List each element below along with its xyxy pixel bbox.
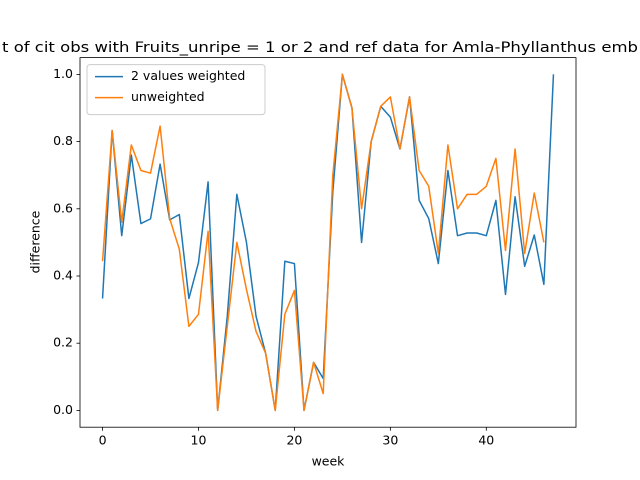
legend-label: unweighted bbox=[131, 89, 205, 104]
x-tick-label: 40 bbox=[478, 433, 494, 448]
y-tick-label: 0.2 bbox=[53, 335, 73, 350]
chart-title: t of cit obs with Fruits_unripe = 1 or 2… bbox=[2, 40, 638, 56]
x-tick-label: 0 bbox=[99, 433, 107, 448]
y-tick-label: 0.8 bbox=[53, 133, 73, 148]
series-line bbox=[101, 73, 555, 412]
y-axis-label: difference bbox=[28, 210, 43, 273]
y-tick-label: 0.4 bbox=[53, 268, 73, 283]
y-tick-label: 0.6 bbox=[53, 200, 73, 215]
x-tick-label: 30 bbox=[382, 433, 398, 448]
x-tick-label: 20 bbox=[286, 433, 302, 448]
plot-frame bbox=[79, 57, 577, 428]
x-tick-label: 10 bbox=[191, 433, 207, 448]
legend-label: 2 values weighted bbox=[131, 68, 245, 83]
series-line bbox=[101, 73, 545, 412]
x-axis-label: week bbox=[312, 454, 346, 469]
legend-box bbox=[86, 64, 266, 116]
y-tick-label: 1.0 bbox=[53, 66, 73, 81]
y-tick-label: 0.0 bbox=[53, 402, 73, 417]
